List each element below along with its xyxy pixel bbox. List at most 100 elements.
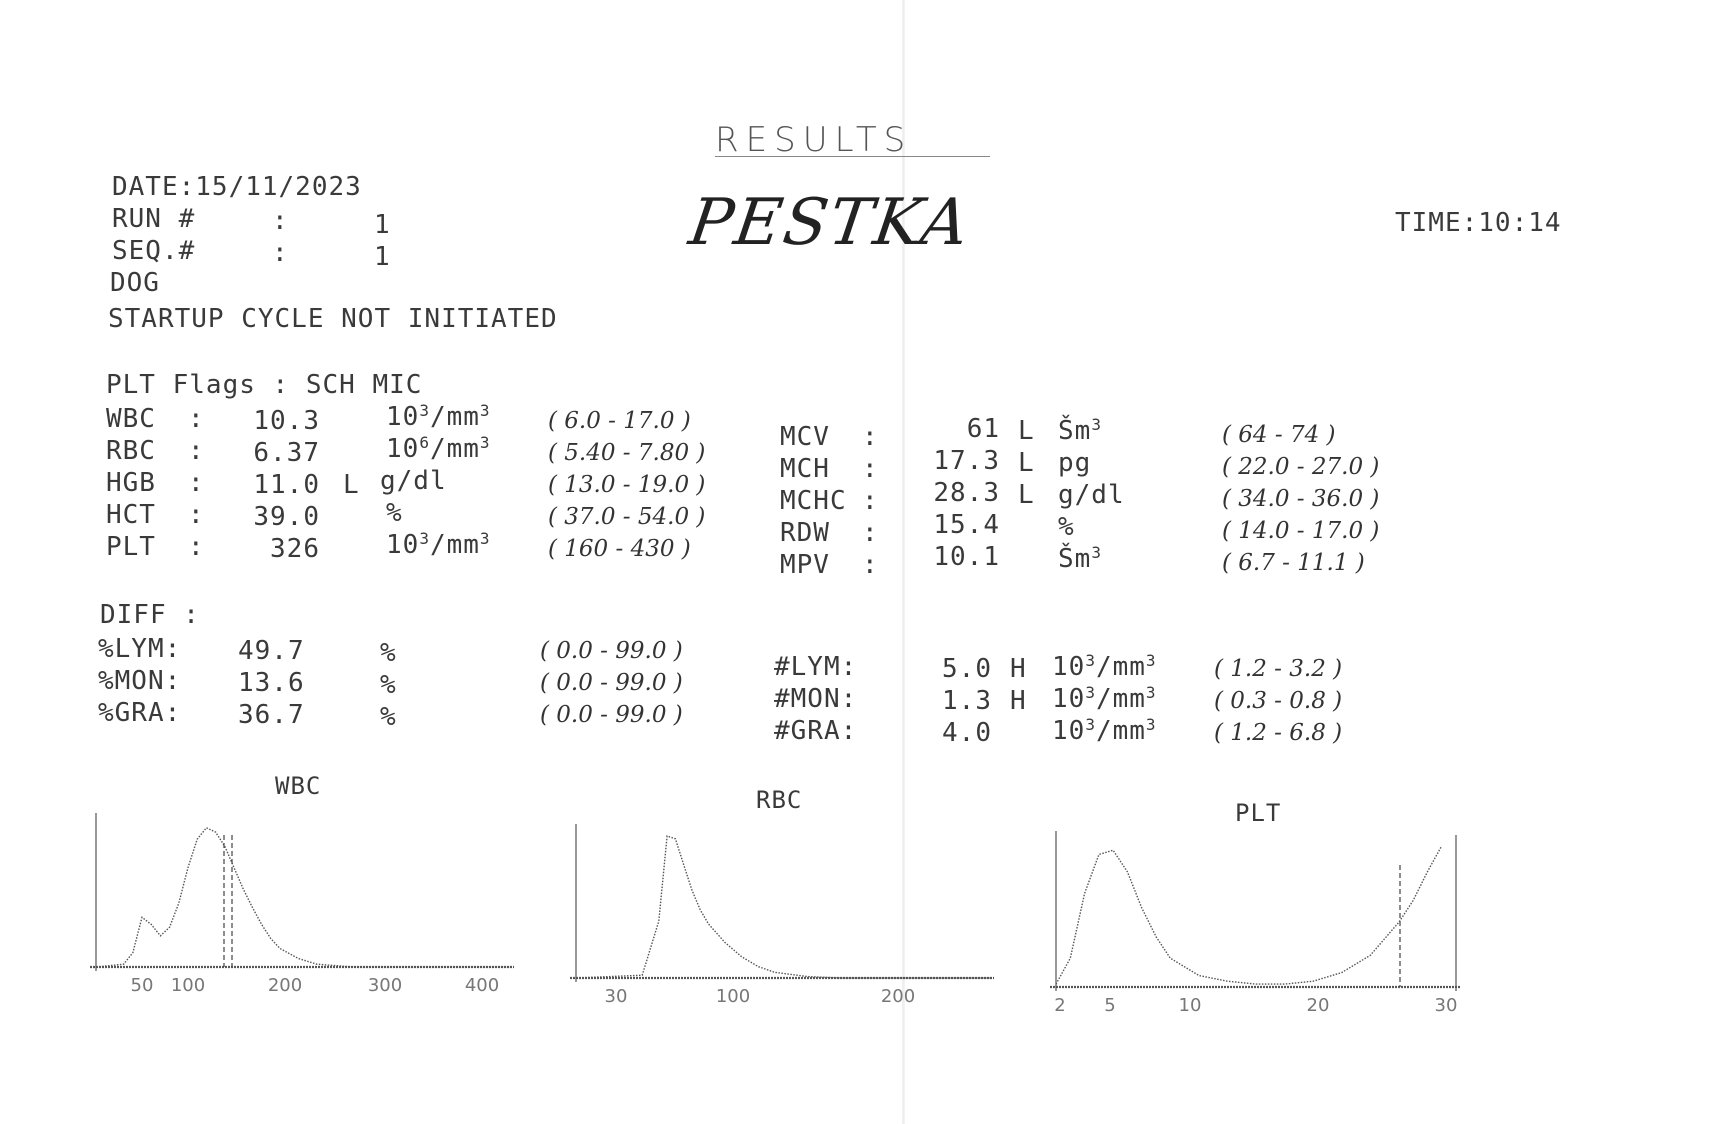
param-range: ( 5.40 - 7.80 ) — [548, 438, 705, 468]
plt-histogram: 2 5 10 20 30 — [1048, 825, 1478, 1025]
diff-label: DIFF : — [100, 600, 200, 630]
diff-unit: 103/mm3 — [1052, 684, 1157, 714]
param-colon: : — [862, 518, 879, 548]
histogram-curve — [1056, 846, 1442, 984]
param-value: 28.3 — [900, 478, 1000, 508]
param-value: 17.3 — [900, 446, 1000, 476]
param-value: 11.0 — [230, 470, 320, 500]
x-tick-label: 30 — [605, 986, 628, 1007]
x-tick-label: 300 — [368, 975, 402, 996]
param-colon: : — [188, 468, 205, 498]
param-unit: Šm3 — [1058, 544, 1102, 574]
diff-name: #LYM: — [774, 652, 857, 682]
param-unit: 103/mm3 — [386, 402, 491, 432]
diff-unit: % — [380, 670, 397, 700]
seq-colon: : — [272, 238, 289, 268]
histogram-curve — [96, 828, 510, 967]
param-unit: Šm3 — [1058, 416, 1102, 446]
run-colon: : — [272, 206, 289, 236]
diff-name: %MON: — [98, 666, 181, 696]
param-value: 6.37 — [230, 438, 320, 468]
param-unit: g/dl — [1058, 480, 1125, 510]
diff-range: ( 0.0 - 99.0 ) — [540, 668, 683, 698]
x-tick-label: 100 — [716, 986, 750, 1007]
param-flag: L — [1018, 416, 1035, 446]
date-line: DATE:15/11/2023 — [112, 172, 362, 202]
param-name: RBC — [106, 436, 156, 466]
param-value: 10.1 — [900, 542, 1000, 572]
param-name: MPV — [780, 550, 830, 580]
startup-status: STARTUP CYCLE NOT INITIATED — [108, 304, 558, 334]
param-flag: L — [343, 470, 360, 500]
x-tick-label: 200 — [881, 986, 915, 1007]
param-unit: % — [386, 498, 403, 528]
plt-chart-title: PLT — [1235, 799, 1281, 827]
x-tick-label: 10 — [1179, 995, 1202, 1016]
diff-value: 5.0 — [912, 654, 992, 684]
param-unit: pg — [1058, 448, 1091, 478]
param-range: ( 14.0 - 17.0 ) — [1222, 516, 1379, 546]
param-unit: % — [1058, 512, 1075, 542]
plt-flags: PLT Flags : SCH MIC — [106, 370, 422, 400]
param-value: 15.4 — [900, 510, 1000, 540]
param-name: MCH — [780, 454, 830, 484]
param-value: 326 — [230, 534, 320, 564]
param-range: ( 64 - 74 ) — [1222, 420, 1336, 450]
param-range: ( 37.0 - 54.0 ) — [548, 502, 705, 532]
param-unit: 106/mm3 — [386, 434, 491, 464]
diff-range: ( 1.2 - 3.2 ) — [1214, 654, 1342, 684]
x-tick-label: 5 — [1104, 995, 1115, 1016]
param-range: ( 34.0 - 36.0 ) — [1222, 484, 1379, 514]
param-colon: : — [188, 532, 205, 562]
param-name: WBC — [106, 404, 156, 434]
rbc-histogram: 30 100 200 — [568, 810, 998, 1010]
diff-value: 49.7 — [238, 636, 305, 666]
diff-range: ( 1.2 - 6.8 ) — [1214, 718, 1342, 748]
x-tick-label: 100 — [171, 975, 205, 996]
param-range: ( 22.0 - 27.0 ) — [1222, 452, 1379, 482]
x-tick-label: 20 — [1307, 995, 1330, 1016]
param-colon: : — [862, 454, 879, 484]
param-range: ( 160 - 430 ) — [548, 534, 691, 564]
diff-range: ( 0.3 - 0.8 ) — [1214, 686, 1342, 716]
diff-unit: 103/mm3 — [1052, 716, 1157, 746]
diff-value: 1.3 — [912, 686, 992, 716]
x-tick-label: 2 — [1054, 995, 1065, 1016]
param-name: HCT — [106, 500, 156, 530]
param-value: 10.3 — [230, 406, 320, 436]
diff-name: #GRA: — [774, 716, 857, 746]
param-value: 39.0 — [230, 502, 320, 532]
param-colon: : — [188, 500, 205, 530]
diff-range: ( 0.0 - 99.0 ) — [540, 700, 683, 730]
param-range: ( 6.7 - 11.1 ) — [1222, 548, 1365, 578]
param-flag: L — [1018, 448, 1035, 478]
param-name: RDW — [780, 518, 830, 548]
seq-label: SEQ.# — [112, 236, 195, 266]
diff-value: 4.0 — [912, 718, 992, 748]
param-range: ( 13.0 - 19.0 ) — [548, 470, 705, 500]
diff-flag: H — [1010, 686, 1027, 716]
param-flag: L — [1018, 480, 1035, 510]
diff-flag: H — [1010, 654, 1027, 684]
run-value: 1 — [374, 210, 391, 240]
param-name: MCHC — [780, 486, 847, 516]
diff-name: %GRA: — [98, 698, 181, 728]
x-tick-label: 50 — [131, 975, 154, 996]
time-line: TIME:10:14 — [1395, 208, 1562, 238]
title-underline — [715, 156, 990, 157]
param-value: 61 — [900, 414, 1000, 444]
wbc-histogram: 50 100 200 300 400 — [90, 795, 520, 1000]
species: DOG — [110, 268, 160, 298]
param-colon: : — [862, 486, 879, 516]
param-colon: : — [188, 404, 205, 434]
diff-value: 13.6 — [238, 668, 305, 698]
param-name: HGB — [106, 468, 156, 498]
diff-range: ( 0.0 - 99.0 ) — [540, 636, 683, 666]
run-label: RUN # — [112, 204, 195, 234]
x-tick-label: 200 — [268, 975, 302, 996]
param-colon: : — [188, 436, 205, 466]
diff-unit: 103/mm3 — [1052, 652, 1157, 682]
param-unit: g/dl — [380, 466, 447, 496]
param-name: MCV — [780, 422, 830, 452]
